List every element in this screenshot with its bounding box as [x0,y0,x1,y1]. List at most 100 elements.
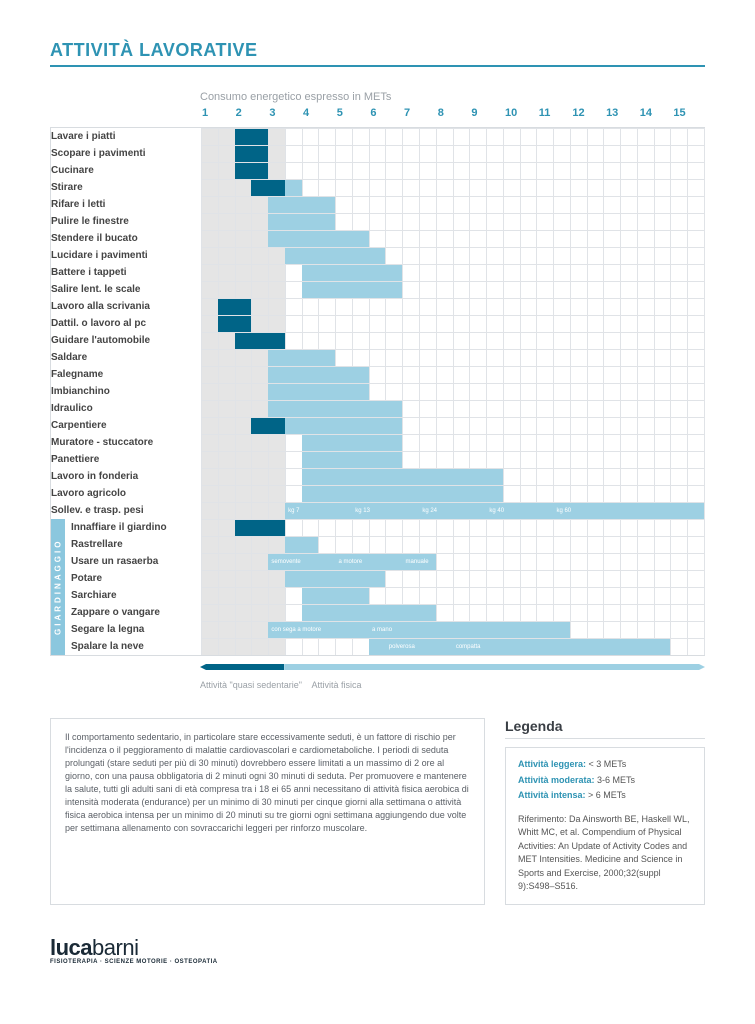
legend-item: Attività intensa: > 6 METs [518,789,692,803]
activity-bar-track [201,536,704,553]
activity-label: Segare la legna [51,621,201,638]
activity-row: Rastrellare [51,536,704,553]
activity-label: Guidare l'automobile [51,332,201,349]
bar-light [285,180,302,196]
activity-row: Idraulico [51,400,704,417]
activity-label: Lucidare i pavimenti [51,247,201,264]
activity-bar-track [201,145,704,162]
bar-light [268,197,335,213]
x-tick: 14 [638,107,672,127]
activity-bar-track [201,400,704,417]
bar-light [302,486,503,502]
activity-bar-track [201,519,704,536]
activity-row: Battere i tappeti [51,264,704,281]
legend-reference: Riferimento: Da Ainsworth BE, Haskell WL… [518,813,692,894]
activity-bar-track [201,196,704,213]
activity-bar-track [201,179,704,196]
inbar-label: manuale [406,559,429,565]
activity-bar-track [201,281,704,298]
activity-row: Panettiere [51,451,704,468]
activity-row: Lavare i piatti [51,128,704,145]
activity-label: Panettiere [51,451,201,468]
bar-light [268,231,369,247]
inbar-label: compatta [456,644,481,650]
arrow-caption: Attività "quasi sedentarie" Attività fis… [200,680,705,690]
activity-bar-track [201,264,704,281]
activity-row: Stendere il bucato [51,230,704,247]
chart-grid: Lavare i piattiScopare i pavimentiCucina… [50,127,705,656]
activity-label: Carpentiere [51,417,201,434]
activity-label: Saldare [51,349,201,366]
activity-bar-track: con sega a motorea mano [201,621,704,638]
bar-light [302,588,369,604]
bar-light [268,350,335,366]
bar-dark [251,180,285,196]
activity-label: Potare [51,570,201,587]
x-tick: 5 [335,107,369,127]
x-tick: 3 [267,107,301,127]
activity-label: Imbianchino [51,383,201,400]
x-tick: 2 [234,107,268,127]
bar-light [302,435,403,451]
x-tick: 4 [301,107,335,127]
bar-light [302,605,436,621]
activity-label: Stendere il bucato [51,230,201,247]
legend-box: Attività leggera: < 3 METsAttività moder… [505,747,705,905]
activity-bar-track [201,485,704,502]
activity-label: Lavare i piatti [51,128,201,145]
bar-light [302,265,403,281]
activity-row: Salire lent. le scale [51,281,704,298]
activity-label: Battere i tappeti [51,264,201,281]
intensity-arrow [200,664,705,676]
inbar-label: kg 40 [489,508,504,514]
activity-bar-track [201,468,704,485]
inbar-label: kg 7 [288,508,299,514]
activity-row: Sarchiare [51,587,704,604]
bar-light [302,469,503,485]
activity-bar-track [201,162,704,179]
x-tick: 13 [604,107,638,127]
inbar-label: kg 13 [355,508,370,514]
bar-dark [235,146,269,162]
bar-dark [218,299,252,315]
activity-label: Salire lent. le scale [51,281,201,298]
activity-label: Usare un rasaerba [51,553,201,570]
bar-light [285,248,386,264]
bar-dark [235,333,285,349]
x-tick: 9 [469,107,503,127]
activity-row: Saldare [51,349,704,366]
activity-row: Zappare o vangare [51,604,704,621]
inbar-label: a motore [338,559,362,565]
activity-bar-track [201,366,704,383]
logo: lucabarni [50,935,705,961]
activity-label: Lavoro agricolo [51,485,201,502]
activity-row: Dattil. o lavoro al pc [51,315,704,332]
chart-x-axis: 123456789101112131415 [50,107,705,127]
activity-label: Idraulico [51,400,201,417]
activity-bar-track [201,298,704,315]
activity-bar-track [201,417,704,434]
group-tag-giardinaggio: GIARDINAGGIO [51,519,65,655]
inbar-label: semovente [271,559,300,565]
activity-row: Muratore - stuccatore [51,434,704,451]
legend-title: Legenda [505,718,705,739]
activity-label: Rifare i letti [51,196,201,213]
bar-dark [235,163,269,179]
activity-label: Stirare [51,179,201,196]
bar-light [268,384,369,400]
legend-item: Attività leggera: < 3 METs [518,758,692,772]
activity-row: Stirare [51,179,704,196]
activity-bar-track [201,383,704,400]
x-tick: 12 [570,107,604,127]
bar-dark [218,316,252,332]
activity-label: Sollev. e trasp. pesi [51,502,201,519]
activity-row: Scopare i pavimenti [51,145,704,162]
x-tick: 7 [402,107,436,127]
activity-row: Lavoro agricolo [51,485,704,502]
bar-light [285,418,402,434]
x-tick: 6 [368,107,402,127]
activity-row: Potare [51,570,704,587]
activity-bar-track [201,230,704,247]
activity-label: Falegname [51,366,201,383]
activity-row: Sollev. e trasp. pesikg 7kg 13kg 24kg 40… [51,502,704,519]
